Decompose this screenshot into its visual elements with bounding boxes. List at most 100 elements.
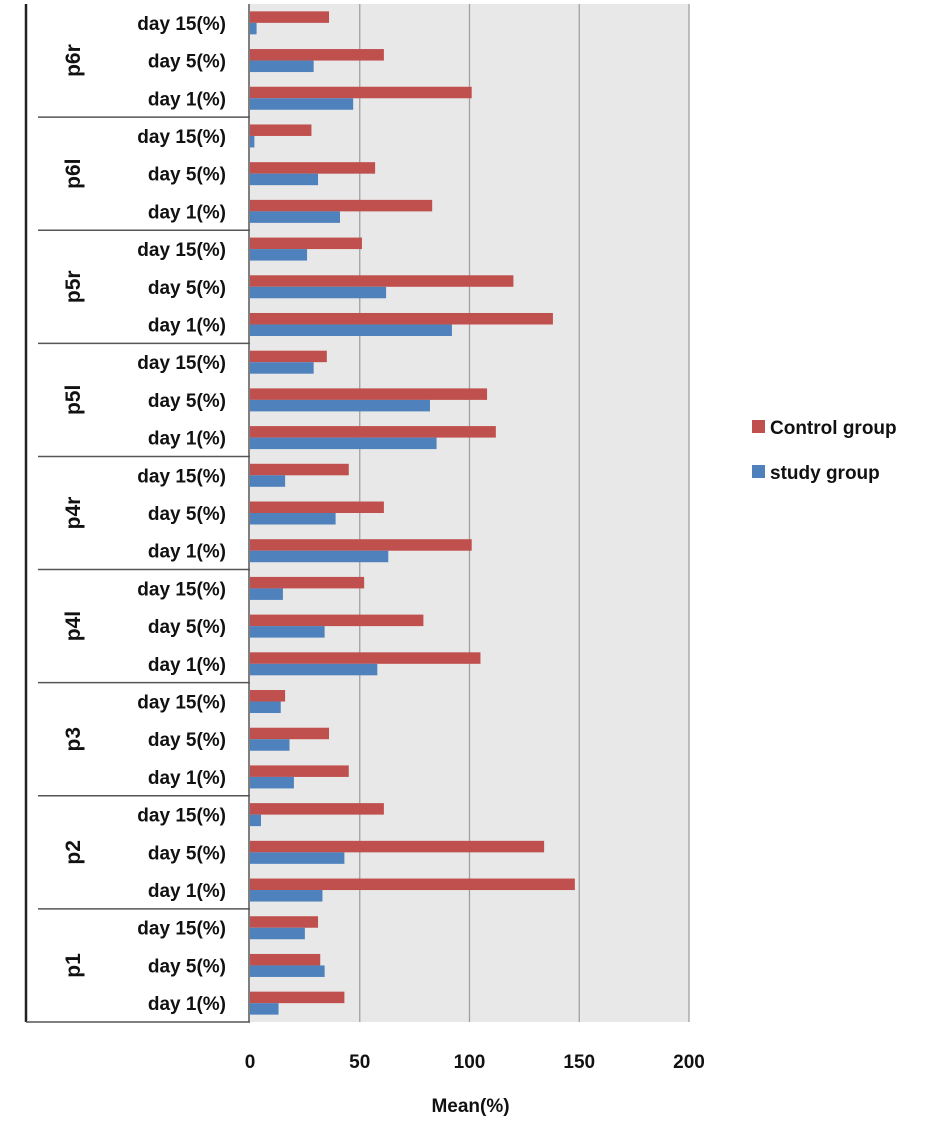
legend-swatch-study [752,465,765,478]
bar-study-p4l-1 [250,626,325,638]
group-label-p3: p3 [62,727,85,752]
bar-control-p1-0 [250,916,319,928]
bar-study-p1-0 [250,927,305,940]
category-label: day 15(%) [137,14,226,35]
group-label-p2: p2 [62,840,85,865]
category-label: day 1(%) [148,655,226,676]
bars [250,11,575,1015]
category-label: day 5(%) [148,617,226,638]
tick-label: 200 [673,1052,705,1073]
bar-control-p4r-1 [250,501,384,513]
tick-label: 50 [349,1052,370,1073]
category-label: day 15(%) [137,240,226,261]
bar-study-p1-2 [250,1003,279,1015]
category-label: day 15(%) [137,806,226,827]
bar-control-p3-2 [250,765,349,777]
bar-control-p6r-1 [250,49,384,61]
tick-label: 150 [563,1052,595,1073]
bar-study-p3-2 [250,776,294,789]
bar-study-p2-0 [250,814,261,827]
category-label: day 5(%) [148,956,226,977]
x-axis-title: Mean(%) [431,1096,509,1117]
bar-control-p3-1 [250,727,330,740]
category-label: day 1(%) [148,768,226,789]
category-axis: day 15(%) day 5(%) day 1(%) p6r day 15(%) day… [24,4,250,1023]
bar-control-p4l-0 [250,576,365,589]
bar-control-p4l-1 [250,614,424,627]
category-label: day 15(%) [137,466,226,487]
bar-control-p6l-0 [250,124,312,136]
category-label: day 1(%) [148,315,226,336]
legend-swatch-control [752,420,765,433]
bar-study-p4r-0 [250,475,286,487]
category-label: day 5(%) [148,504,226,525]
bar-study-p2-1 [250,852,345,864]
group-label-p1: p1 [62,953,85,978]
value-axis: 0 50 100 150 200 [245,1052,705,1073]
bar-control-p1-2 [250,991,345,1004]
bar-study-p6r-2 [250,98,354,110]
category-label: day 5(%) [148,278,226,299]
bar-study-p5r-1 [250,286,387,299]
group-label-p6r: p6r [62,44,85,77]
bar-control-p1-1 [250,953,321,966]
bar-study-p6l-0 [250,135,255,148]
bar-control-p6r-0 [250,11,330,23]
category-label: day 1(%) [148,429,226,450]
bar-study-p6l-1 [250,173,319,186]
bar-study-p5l-0 [250,362,314,374]
group-label-p5r: p5r [62,270,85,303]
bar-control-p6l-1 [250,162,376,174]
bar-control-p2-2 [250,878,575,891]
bar-control-p5r-1 [250,275,514,287]
category-label: day 5(%) [148,165,226,186]
bar-control-p6l-2 [250,199,433,212]
bar-control-p5r-2 [250,312,553,325]
bar-control-p4r-2 [250,539,472,551]
category-label: day 15(%) [137,579,226,600]
category-label: day 5(%) [148,843,226,864]
category-label: day 15(%) [137,919,226,940]
category-label: day 1(%) [148,994,226,1015]
bar-control-p5r-0 [250,237,362,250]
bar-study-p4r-1 [250,513,336,525]
group-label-p4r: p4r [62,497,85,530]
bar-control-p3-0 [250,690,286,702]
bar-study-p3-1 [250,739,290,751]
category-label: day 15(%) [137,127,226,148]
bar-control-p2-0 [250,803,384,815]
bar-study-p5r-2 [250,324,452,336]
category-label: day 1(%) [148,542,226,563]
bar-study-p4r-2 [250,550,389,563]
legend-label-study: study group [770,463,880,484]
bar-study-p6l-2 [250,211,340,223]
bar-study-p5r-0 [250,249,308,261]
bar-study-p2-2 [250,890,323,902]
bar-control-p5l-2 [250,426,496,438]
category-label: day 5(%) [148,391,226,412]
bar-control-p4l-2 [250,652,481,664]
bar-study-p6r-0 [250,22,257,35]
category-label: day 1(%) [148,881,226,902]
bar-study-p4l-0 [250,588,283,600]
bar-study-p4l-2 [250,663,378,676]
bar-study-p5l-2 [250,437,437,450]
legend: Control group study group [752,418,897,484]
bar-study-p5l-1 [250,399,430,412]
tick-label: 100 [454,1052,486,1073]
bar-control-p5l-1 [250,388,488,400]
category-label: day 15(%) [137,353,226,374]
tick-label: 0 [245,1052,256,1073]
bar-study-p6r-1 [250,60,314,73]
bar-control-p6r-2 [250,86,472,99]
group-label-p6l: p6l [62,158,85,188]
bar-control-p5l-0 [250,350,327,363]
category-label: day 1(%) [148,89,226,110]
bar-control-p4r-0 [250,463,349,476]
category-label: day 1(%) [148,202,226,223]
bar-control-p2-1 [250,840,545,853]
legend-label-control: Control group [770,418,897,439]
group-label-p5l: p5l [62,385,85,415]
category-label: day 5(%) [148,730,226,751]
